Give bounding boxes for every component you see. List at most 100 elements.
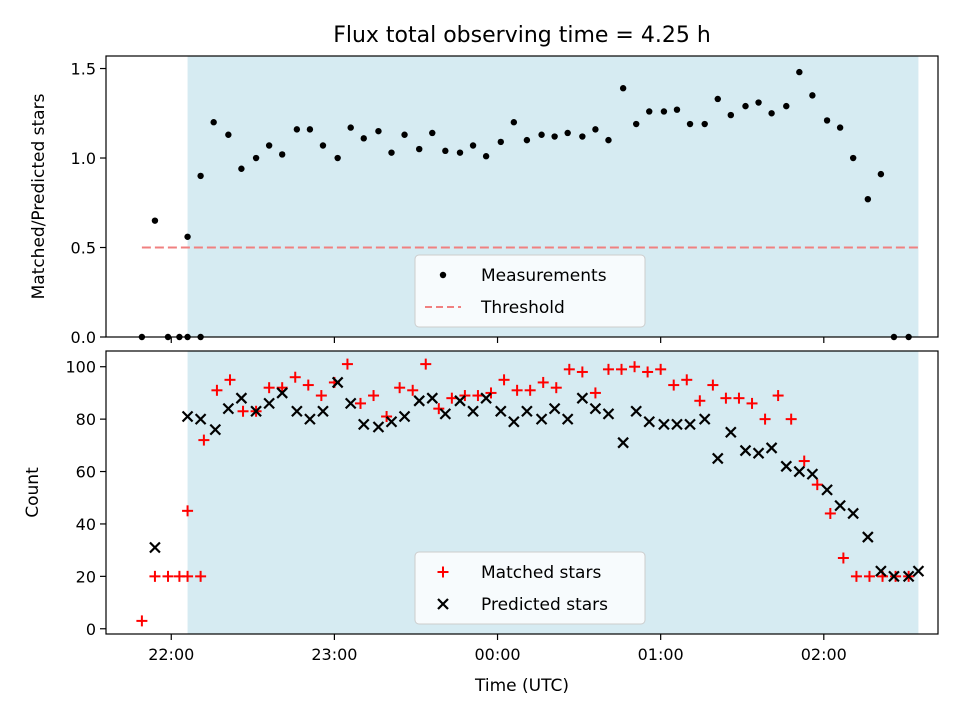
matched-star-point <box>420 358 432 370</box>
x-stroke-b <box>209 423 222 436</box>
matched-star-point <box>668 379 680 391</box>
x-stroke-b <box>235 392 248 404</box>
measurement-point <box>864 195 872 203</box>
predicted-star-point <box>222 402 235 415</box>
measurement-point <box>360 135 367 142</box>
matched-star-point <box>485 387 497 399</box>
legend-label: Measurements <box>481 266 607 286</box>
measurement-point <box>836 124 844 131</box>
legend-label: Predicted stars <box>481 595 608 615</box>
predicted-star-point <box>250 405 262 418</box>
predicted-star-point <box>317 405 329 418</box>
predicted-star-point <box>589 402 602 415</box>
y-tick-label: 1.0 <box>71 149 96 168</box>
x-stroke-b <box>426 392 439 404</box>
measurement-point <box>151 217 159 224</box>
x-stroke-b <box>385 415 398 428</box>
x-stroke-b <box>780 460 793 473</box>
matched-star-point <box>459 390 471 402</box>
legend: Matched stars Predicted stars <box>414 551 646 625</box>
predicted-star-point <box>711 452 724 465</box>
x-stroke-b <box>331 376 344 389</box>
measurement-point <box>714 95 721 103</box>
chart-title: Flux total observing time = 4.25 h <box>333 23 711 48</box>
predicted-star-point <box>793 465 806 478</box>
measurement-point <box>238 165 245 172</box>
measurement-point <box>429 129 436 137</box>
predicted-star-point <box>602 408 615 420</box>
predicted-star-point <box>739 444 752 457</box>
predicted-star-point <box>426 392 439 404</box>
matched-star-point <box>446 392 458 404</box>
matched-star-point <box>472 390 484 402</box>
predicted-star-point <box>643 415 656 428</box>
x-stroke-b <box>739 444 752 457</box>
measurement-point <box>388 149 395 156</box>
matched-star-point <box>890 570 902 582</box>
x-stroke-b <box>276 387 288 399</box>
x-stroke-b <box>454 395 466 407</box>
star-count-panel: 0 20 40 60 80 100 22:00 23:00 00:00 01:00 02:00 Cou… <box>23 350 939 664</box>
x-stroke-b <box>888 570 900 583</box>
legend-label: Threshold <box>480 298 565 318</box>
x-stroke-b <box>684 418 696 431</box>
y-tick-label: 80 <box>76 410 96 429</box>
matched-star-point <box>720 392 732 404</box>
y-tick-label: 0 <box>86 620 96 639</box>
matched-star-point <box>759 413 771 425</box>
predicted-star-point <box>847 507 859 520</box>
x-stroke-b <box>304 413 316 425</box>
measurement-point <box>701 120 708 128</box>
predicted-star-point <box>548 402 561 415</box>
measurement-point <box>877 170 885 178</box>
x-stroke-b <box>765 442 778 454</box>
predicted-star-point <box>617 436 629 449</box>
predicted-star-point <box>454 395 466 407</box>
y-tick-label: 20 <box>76 567 96 586</box>
matched-star-point <box>182 505 194 517</box>
matched-star-point <box>837 552 849 564</box>
measurement-point <box>673 106 681 113</box>
predicted-star-point <box>194 413 207 425</box>
predicted-star-point <box>291 405 303 418</box>
matched-star-point <box>694 395 706 407</box>
x-stroke-b <box>398 410 411 423</box>
x-stroke-b <box>372 421 385 433</box>
x-stroke-b <box>291 405 303 418</box>
measurement-point <box>783 102 790 110</box>
predicted-star-point <box>276 387 288 399</box>
x-stroke-b <box>357 418 370 431</box>
y-axis-label: Count <box>23 467 43 518</box>
x-stroke-b <box>658 418 670 431</box>
x-stroke-b <box>643 415 656 428</box>
legend: Measurements Threshold <box>414 254 646 328</box>
y-tick-label: 60 <box>76 463 96 482</box>
measurement-point <box>686 120 694 128</box>
predicted-star-point <box>439 408 452 420</box>
predicted-star-point <box>372 421 385 433</box>
x-stroke-b <box>250 405 262 418</box>
x-stroke-b <box>535 413 548 425</box>
measurement-point <box>742 102 749 110</box>
axes-frame <box>105 350 939 635</box>
predicted-star-point <box>658 418 670 431</box>
measurement-point <box>347 124 354 131</box>
y-tick-label: 0.0 <box>71 328 96 347</box>
flux-ratio-panel: 0.0 0.5 1.0 1.5 Matched/Predicted stars Measu… <box>29 55 939 347</box>
matched-star-point <box>149 570 161 582</box>
predicted-star-point <box>149 541 161 554</box>
x-stroke-b <box>439 408 452 420</box>
matched-star-point <box>863 570 875 582</box>
x-stroke-b <box>222 402 235 415</box>
x-stroke-b <box>725 426 737 439</box>
matched-star-point <box>195 570 207 582</box>
x-stroke-b <box>834 499 846 512</box>
matched-star-point <box>550 382 562 394</box>
x-stroke-b <box>344 397 357 410</box>
predicted-star-point <box>630 405 642 418</box>
measurement-point <box>401 131 408 138</box>
measurement-point <box>197 172 204 180</box>
measurement-point <box>646 108 653 115</box>
measurement-point <box>551 133 558 140</box>
predicted-star-point <box>752 447 765 459</box>
